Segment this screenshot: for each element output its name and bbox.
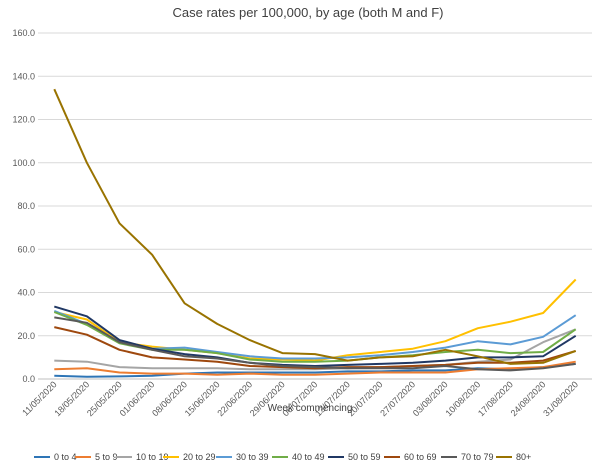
x-axis-label: Week commencing [268,403,353,414]
series-lines [53,88,577,378]
series-line [54,305,577,367]
y-tick-label: 140.0 [12,71,35,81]
series-line [54,326,576,370]
legend-label: 70 to 79 [461,452,494,462]
legend-label: 40 to 49 [292,452,325,462]
legend-label: 0 to 4 [54,452,77,462]
legend: 0 to 4 5 to 9 10 to 19 20 to 29 30 to 39 40 t… [34,452,531,462]
y-tick-label: 60.0 [17,244,35,254]
legend-label: 20 to 29 [183,452,216,462]
y-axis-ticks: 0.0 20.0 40.0 60.0 80.0 100.0 120.0 140.0 160.0 [12,28,35,384]
gridlines [38,32,592,380]
legend-label: 10 to 19 [136,452,169,462]
series-line [54,278,577,362]
x-tick-label: 31/08/2020 [541,379,580,418]
y-tick-label: 120.0 [12,115,35,125]
y-tick-label: 160.0 [12,28,35,38]
y-tick-label: 20.0 [17,331,35,341]
legend-label: 5 to 9 [95,452,118,462]
series-line [54,328,577,371]
y-tick-label: 0.0 [22,374,35,384]
series-line [53,88,577,365]
y-tick-label: 80.0 [17,201,35,211]
chart-title: Case rates per 100,000, by age (both M a… [173,5,444,20]
y-tick-label: 40.0 [17,288,35,298]
series-line [54,316,576,372]
legend-label: 50 to 59 [348,452,381,462]
legend-label: 80+ [516,452,531,462]
legend-label: 60 to 69 [404,452,437,462]
legend-label: 30 to 39 [236,452,269,462]
y-tick-label: 100.0 [12,158,35,168]
